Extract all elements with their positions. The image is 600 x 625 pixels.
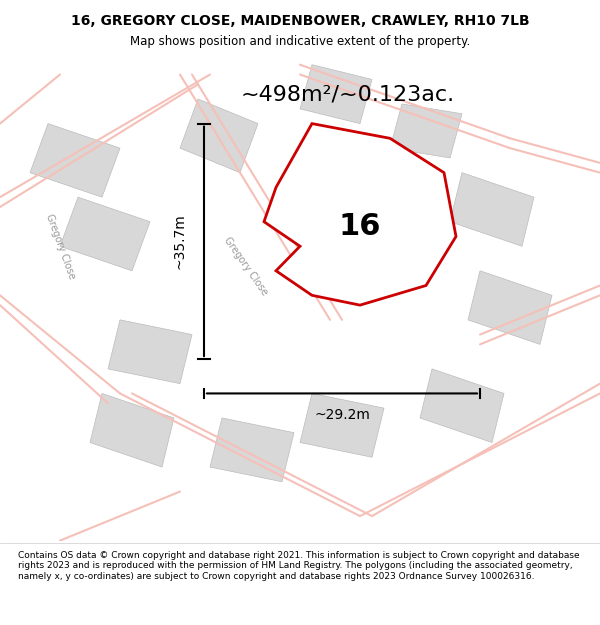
Polygon shape — [264, 124, 456, 305]
Polygon shape — [300, 65, 372, 124]
Text: 16: 16 — [339, 212, 381, 241]
Polygon shape — [108, 320, 192, 384]
Polygon shape — [30, 124, 120, 198]
Polygon shape — [210, 418, 294, 482]
Polygon shape — [60, 198, 150, 271]
Polygon shape — [450, 173, 534, 246]
Polygon shape — [420, 369, 504, 442]
Text: Gregory Close: Gregory Close — [44, 213, 76, 280]
Text: ~498m²/~0.123ac.: ~498m²/~0.123ac. — [241, 84, 455, 104]
Polygon shape — [330, 231, 390, 286]
Polygon shape — [90, 394, 174, 467]
Polygon shape — [390, 104, 462, 158]
Text: ~35.7m: ~35.7m — [172, 214, 186, 269]
Text: ~29.2m: ~29.2m — [314, 408, 370, 422]
Text: 16, GREGORY CLOSE, MAIDENBOWER, CRAWLEY, RH10 7LB: 16, GREGORY CLOSE, MAIDENBOWER, CRAWLEY,… — [71, 14, 529, 28]
Polygon shape — [300, 394, 384, 458]
Text: Contains OS data © Crown copyright and database right 2021. This information is : Contains OS data © Crown copyright and d… — [18, 551, 580, 581]
Text: Map shows position and indicative extent of the property.: Map shows position and indicative extent… — [130, 35, 470, 48]
Polygon shape — [468, 271, 552, 344]
Polygon shape — [180, 99, 258, 172]
Text: Gregory Close: Gregory Close — [222, 235, 270, 297]
